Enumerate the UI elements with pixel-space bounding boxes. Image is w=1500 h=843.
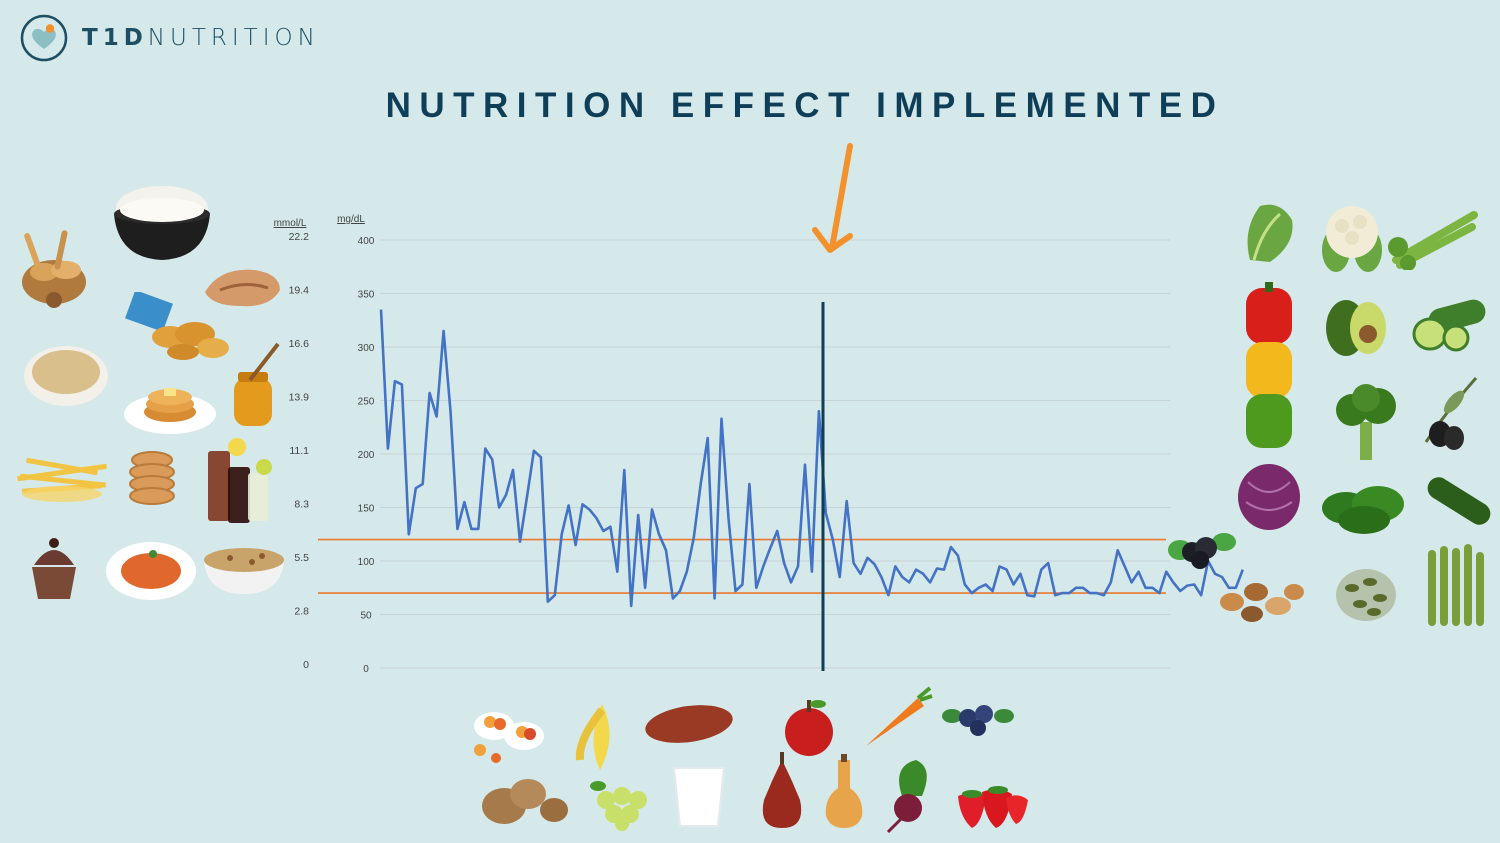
brand-logo: T1DNUTRITION (20, 14, 320, 62)
grapes-icon (590, 781, 647, 831)
sweet-potato-icon (645, 705, 733, 743)
tick-label-mmol: 19.4 (289, 285, 310, 297)
tick-label-mgdl: 300 (358, 343, 375, 354)
tick-label-mgdl: 250 (358, 397, 375, 408)
blackberries-icon (1168, 533, 1236, 569)
celery-icon (1388, 211, 1478, 270)
brand-mark: T1D (82, 25, 148, 51)
donuts-icon (129, 451, 175, 505)
pasta-icon (106, 542, 196, 600)
fries-icon (17, 457, 107, 502)
tick-label-mmol: 5.5 (294, 552, 309, 564)
y-unit-mmol: mmol/L (274, 218, 307, 229)
blueberries-icon (942, 705, 1014, 736)
carrot-icon (866, 686, 933, 746)
tick-label-mmol: 16.6 (289, 338, 310, 350)
y-unit-mgdl: mg/dL (337, 214, 365, 225)
tick-label-mmol: 8.3 (294, 499, 309, 511)
pastry-icon (205, 269, 280, 307)
tick-label-mgdl: 400 (358, 236, 375, 247)
tick-label-mgdl: 150 (358, 504, 375, 515)
bell-peppers-icon (1246, 282, 1292, 448)
red-cabbage-icon (1238, 464, 1300, 530)
broccoli-icon (1336, 384, 1396, 460)
potatoes-icon (482, 779, 568, 824)
cupcake-icon (32, 538, 76, 599)
milk-icon (672, 767, 726, 827)
lettuce-icon (1247, 204, 1293, 262)
beet-icon (886, 760, 927, 834)
page-title: NUTRITION EFFECT IMPLEMENTED (385, 86, 1225, 125)
arrow-head-icon (812, 227, 853, 253)
cucumber-icon (1427, 477, 1491, 525)
rice-bowl-icon (114, 186, 210, 260)
brand-word: NUTRITION (147, 25, 320, 51)
tick-label-mgdl: 200 (358, 450, 375, 461)
tick-label-mmol: 2.8 (294, 606, 309, 618)
granola-icon (204, 548, 284, 594)
tick-label-mgdl: 350 (358, 290, 375, 301)
tick-label-mgdl: 100 (358, 557, 375, 568)
banana-icon (575, 704, 610, 770)
zucchini-icon (1412, 299, 1486, 352)
arrow-down-icon (829, 143, 853, 251)
avocado-icon (1326, 300, 1386, 356)
tick-label-mmol: 11.1 (289, 445, 309, 457)
asparagus-icon (1428, 544, 1484, 626)
strawberries-icon (958, 786, 1028, 828)
glucose-line (379, 309, 1245, 608)
pear-icon (762, 752, 802, 828)
pumpkin-seeds-icon (1336, 569, 1396, 621)
mixed-nuts-icon (1220, 583, 1304, 622)
butternut-squash-icon (825, 754, 863, 828)
soda-icon (208, 438, 272, 523)
heart-logo-icon (20, 14, 68, 62)
tick-label-mmol: 13.9 (289, 392, 310, 404)
dried-fruit-icon (474, 712, 544, 763)
olives-icon (1424, 377, 1478, 450)
tick-label-mmol: 22.2 (289, 231, 310, 243)
pancakes-icon (124, 388, 216, 434)
tick-label-mgdl: 50 (360, 611, 372, 622)
brand-name: T1DNUTRITION (82, 25, 320, 51)
tick-label-mgdl: 0 (363, 664, 369, 675)
apple-icon (785, 700, 833, 756)
cauliflower-icon (1322, 206, 1382, 272)
tick-label-mmol: 0 (303, 659, 309, 671)
honey-icon (234, 342, 280, 426)
chips-icon (125, 292, 229, 360)
bread-basket-icon (22, 230, 86, 308)
oatmeal-icon (24, 346, 108, 406)
spinach-icon (1322, 486, 1404, 534)
